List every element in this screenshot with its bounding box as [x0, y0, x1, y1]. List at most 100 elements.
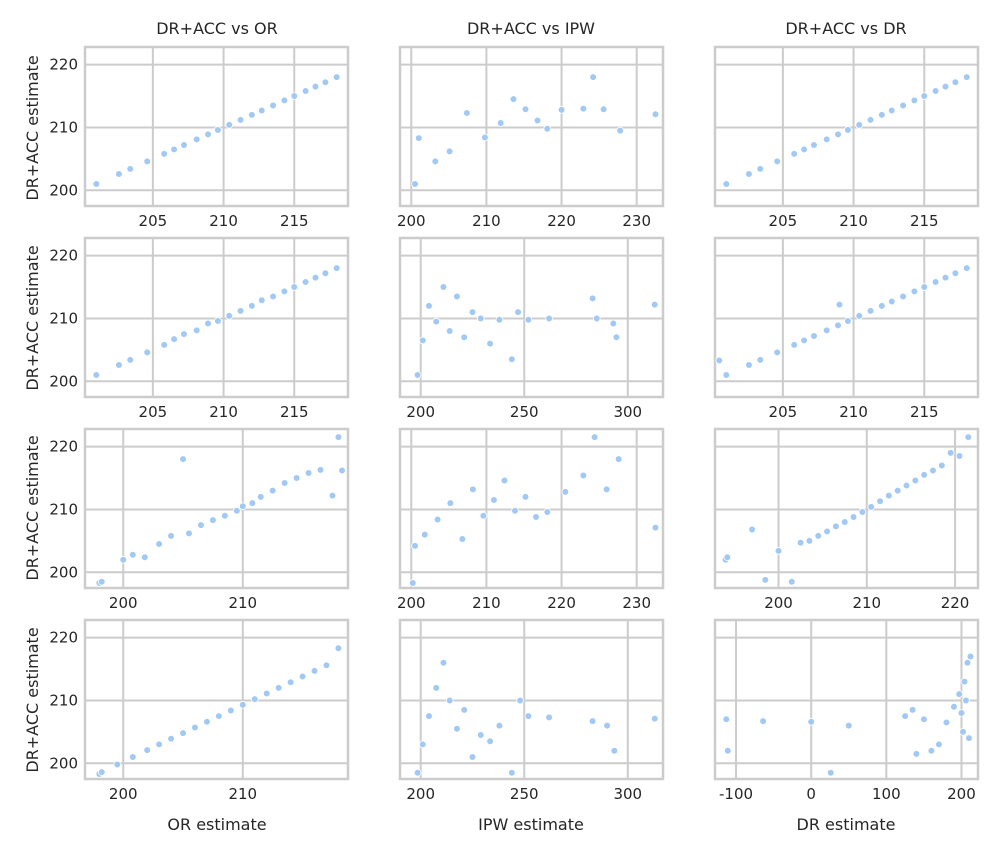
scatter-point: [180, 330, 188, 338]
x-tick-label: 100: [872, 785, 901, 803]
scatter-point: [269, 101, 277, 110]
scatter-point: [962, 73, 971, 81]
y-tick-label: 210: [49, 309, 78, 327]
scatter-point: [901, 712, 909, 720]
x-tick-label: 210: [228, 785, 257, 803]
scatter-point: [899, 101, 907, 110]
scatter-point: [908, 706, 917, 714]
scatter-point: [931, 278, 940, 286]
scatter-point: [248, 302, 256, 310]
scatter-point: [167, 734, 175, 743]
x-tick-label: 210: [472, 594, 501, 612]
scatter-point: [458, 535, 467, 543]
scatter-point: [941, 273, 950, 282]
scatter-point: [221, 511, 229, 520]
scatter-point: [844, 721, 853, 730]
y-tick-label: 200: [49, 563, 78, 581]
scatter-point: [959, 728, 967, 736]
scatter-point: [115, 361, 123, 369]
scatter-point: [521, 105, 530, 114]
scatter-point: [286, 678, 295, 687]
scatter-point: [463, 109, 471, 117]
scatter-point: [927, 746, 936, 755]
scatter-point: [225, 312, 234, 320]
scatter-point: [321, 78, 330, 86]
scatter-point: [495, 315, 504, 324]
scatter-point: [411, 180, 419, 188]
col-title-2: DR+ACC vs IPW: [467, 19, 595, 38]
scatter-point: [761, 576, 770, 584]
x-tick-label: 210: [209, 212, 238, 230]
axes-frame: [83, 45, 350, 208]
scatter-point: [476, 314, 485, 323]
scatter-point: [97, 768, 106, 776]
scatter-point: [920, 283, 929, 291]
scatter-point: [160, 150, 168, 158]
scatter-point: [411, 542, 419, 550]
scatter-point: [197, 521, 205, 529]
axes-frame: [398, 236, 665, 399]
scatter-point: [774, 547, 783, 555]
scatter-point: [756, 356, 765, 364]
y-tick-label: 220: [49, 247, 78, 265]
scatter-point: [929, 466, 937, 475]
scatter-point: [810, 332, 818, 340]
axes-frame: [713, 427, 980, 590]
scatter-point: [239, 502, 247, 511]
scatter-point: [209, 516, 217, 524]
scatter-point: [599, 105, 608, 114]
panel-r1c1: 205 210 215 200 210 220: [49, 45, 350, 230]
scatter-point: [468, 753, 477, 761]
axes-frame: [713, 618, 980, 781]
scatter-point: [129, 550, 137, 559]
scatter-point: [280, 479, 289, 487]
scatter-point: [902, 481, 911, 490]
scatter-point: [773, 157, 782, 166]
scatter-point: [439, 283, 448, 291]
scatter-point: [413, 768, 422, 777]
scatter-point: [800, 336, 808, 345]
scatter-point: [298, 672, 307, 681]
scatter-point: [920, 471, 928, 479]
xlabel-col-2: IPW estimate: [478, 815, 584, 834]
scatter-point: [418, 740, 427, 749]
scatter-point: [790, 341, 798, 349]
scatter-point: [650, 714, 659, 723]
x-tick-label: 0: [806, 785, 816, 803]
scatter-point: [800, 145, 808, 154]
scatter-point: [92, 371, 101, 379]
x-tick-label: 215: [910, 403, 939, 421]
scatter-point: [561, 488, 570, 496]
x-tick-label: 210: [228, 594, 257, 612]
scatter-point: [946, 449, 955, 457]
x-tick-label: 300: [613, 403, 642, 421]
scatter-point: [204, 319, 212, 328]
x-tick-label: 250: [510, 403, 539, 421]
x-tick-label: 230: [622, 212, 651, 230]
y-tick-label: 210: [49, 691, 78, 709]
scatter-point: [280, 96, 289, 105]
scatter-point: [962, 696, 970, 705]
scatter-point: [814, 532, 823, 540]
scatter-point: [215, 712, 223, 720]
panel-r3c1: 200 210 200 210 220: [49, 427, 350, 612]
scatter-point: [603, 721, 611, 730]
scatter-point: [960, 677, 969, 686]
scatter-point: [432, 684, 441, 692]
scatter-point: [810, 141, 818, 149]
scatter-point: [445, 327, 454, 335]
scatter-point: [589, 73, 597, 81]
x-tick-label: 220: [941, 594, 970, 612]
scatter-point: [722, 715, 731, 724]
scatter-point: [964, 433, 973, 441]
scatter-point: [614, 455, 623, 463]
scatter-point: [876, 497, 884, 506]
x-tick-label: 205: [139, 403, 168, 421]
y-tick-label: 210: [49, 118, 78, 136]
scatter-point: [445, 696, 454, 705]
scatter-point: [192, 135, 201, 144]
scatter-point: [433, 515, 442, 524]
panel-r2c3: 205 210 215: [713, 236, 980, 421]
scatter-point: [290, 283, 299, 291]
ylabel-row-1: DR+ACC estimate: [23, 55, 42, 200]
